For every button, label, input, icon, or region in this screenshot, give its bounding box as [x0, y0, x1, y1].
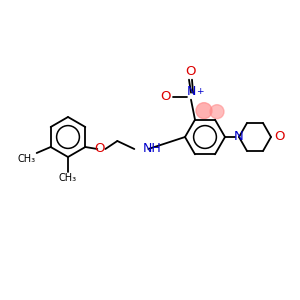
Text: O: O	[274, 130, 284, 143]
Text: NH: NH	[142, 142, 161, 155]
Text: CH₃: CH₃	[59, 173, 77, 183]
Text: O: O	[160, 90, 171, 103]
Circle shape	[210, 105, 224, 119]
Text: N: N	[234, 130, 244, 143]
Text: O: O	[94, 142, 105, 155]
Text: N: N	[186, 85, 196, 98]
Circle shape	[196, 103, 212, 119]
Text: +: +	[196, 87, 203, 96]
Text: O: O	[186, 65, 196, 78]
Text: CH₃: CH₃	[18, 154, 36, 164]
